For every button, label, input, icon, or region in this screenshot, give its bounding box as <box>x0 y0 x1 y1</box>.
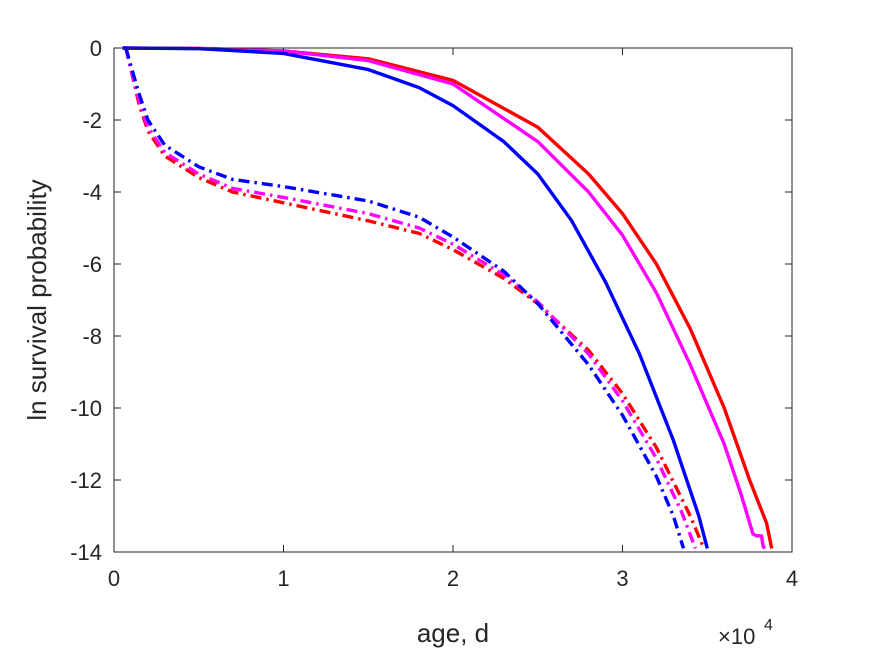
y-axis: 0 -2 -4 -6 -8 -10 -12 -14 <box>70 36 792 565</box>
x-tick-label: 2 <box>447 566 459 591</box>
y-tick-label: -10 <box>70 396 102 421</box>
series-line-2 <box>122 46 767 550</box>
y-tick-label: -2 <box>82 108 102 133</box>
x-axis: 0 1 2 3 4 <box>108 48 798 591</box>
y-tick-label: 0 <box>90 36 102 61</box>
x-tick-label: 4 <box>786 566 798 591</box>
y-tick-label: -14 <box>70 540 102 565</box>
series-layer <box>122 46 774 550</box>
y-tick-label: -6 <box>82 252 102 277</box>
y-tick-label: -4 <box>82 180 102 205</box>
series-line-3 <box>122 46 709 549</box>
x-axis-label: age, d <box>417 618 489 648</box>
y-tick-label: -8 <box>82 324 102 349</box>
x-exponent-label: ×10 4 <box>718 617 773 649</box>
series-line-6 <box>124 47 686 549</box>
x-exponent-base: ×10 <box>718 624 755 649</box>
x-tick-label: 0 <box>108 566 120 591</box>
x-tick-label: 3 <box>616 566 628 591</box>
plot-area <box>114 48 792 552</box>
x-exponent-power: 4 <box>764 617 773 634</box>
y-tick-label: -12 <box>70 468 102 493</box>
series-line-5 <box>124 47 697 550</box>
y-axis-label: ln survival probability <box>22 179 52 420</box>
x-tick-label: 1 <box>277 566 289 591</box>
